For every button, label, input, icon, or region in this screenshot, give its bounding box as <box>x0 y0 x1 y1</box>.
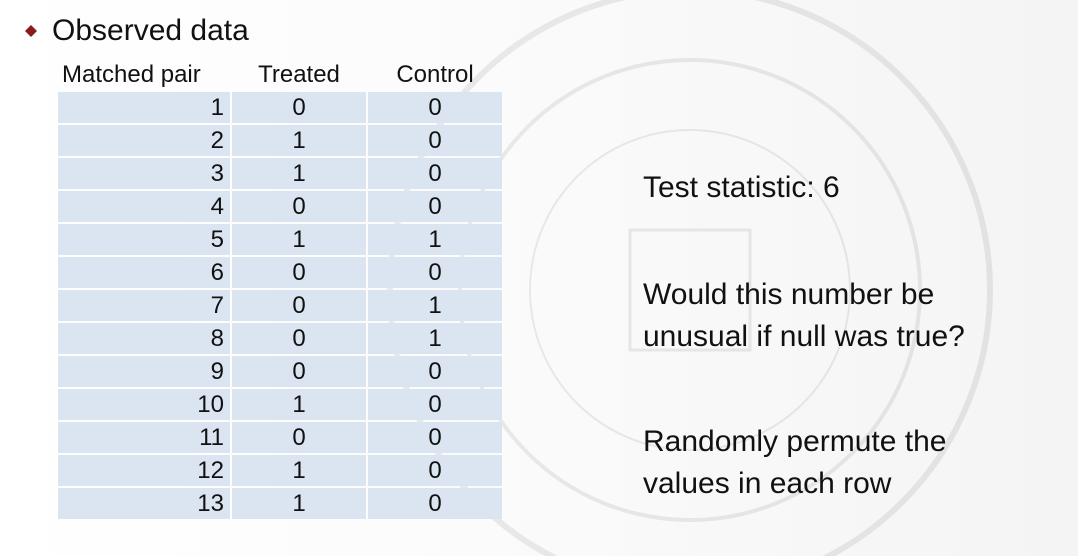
cell-control: 1 <box>368 290 502 321</box>
cell-pair: 3 <box>58 158 230 189</box>
cell-pair: 1 <box>58 92 230 123</box>
cell-control: 1 <box>368 224 502 255</box>
cell-control: 0 <box>368 389 502 420</box>
cell-pair: 10 <box>58 389 230 420</box>
table-body: 1 0 0 2 1 0 3 1 0 4 0 0 5 1 1 6 0 0 7 0 1 8 0 1 9 0 0 10 1 0 11 0 0 12 1 0 1… <box>58 92 502 519</box>
cell-control: 0 <box>368 422 502 453</box>
cell-treated: 1 <box>232 158 366 189</box>
cell-treated: 0 <box>232 92 366 123</box>
heading: Observed data <box>52 14 249 47</box>
cell-control: 0 <box>368 158 502 189</box>
diamond-icon <box>22 22 40 40</box>
cell-control: 0 <box>368 92 502 123</box>
column-header-control: Control <box>396 61 474 88</box>
cell-control: 0 <box>368 488 502 519</box>
cell-treated: 1 <box>232 455 366 486</box>
permute-line-1: Randomly permute the <box>643 425 947 458</box>
cell-pair: 2 <box>58 125 230 156</box>
cell-treated: 1 <box>232 389 366 420</box>
question-line-1: Would this number be <box>643 278 935 311</box>
cell-treated: 0 <box>232 290 366 321</box>
bullet-row: Observed data <box>22 10 249 52</box>
cell-control: 0 <box>368 191 502 222</box>
table-row: 11 0 0 <box>58 422 502 453</box>
cell-control: 0 <box>368 356 502 387</box>
cell-control: 0 <box>368 257 502 288</box>
cell-pair: 5 <box>58 224 230 255</box>
cell-treated: 0 <box>232 257 366 288</box>
table-row: 13 1 0 <box>58 488 502 519</box>
cell-pair: 11 <box>58 422 230 453</box>
cell-treated: 1 <box>232 125 366 156</box>
cell-control: 0 <box>368 125 502 156</box>
cell-pair: 12 <box>58 455 230 486</box>
cell-pair: 7 <box>58 290 230 321</box>
cell-pair: 8 <box>58 323 230 354</box>
cell-treated: 0 <box>232 422 366 453</box>
question-line-2: unusual if null was true? <box>643 320 965 353</box>
table-header-row: Matched pair Treated Control <box>58 60 502 90</box>
table-row: 12 1 0 <box>58 455 502 486</box>
cell-treated: 0 <box>232 191 366 222</box>
cell-treated: 1 <box>232 488 366 519</box>
cell-pair: 9 <box>58 356 230 387</box>
cell-treated: 0 <box>232 323 366 354</box>
test-statistic-text: Test statistic: 6 <box>643 171 840 204</box>
column-header-matched-pair: Matched pair <box>62 61 201 88</box>
cell-treated: 1 <box>232 224 366 255</box>
table-row: 10 1 0 <box>58 389 502 420</box>
permute-line-2: values in each row <box>643 467 892 500</box>
cell-treated: 0 <box>232 356 366 387</box>
column-header-treated: Treated <box>258 61 340 88</box>
cell-control: 1 <box>368 323 502 354</box>
cell-pair: 13 <box>58 488 230 519</box>
cell-control: 0 <box>368 455 502 486</box>
cell-pair: 6 <box>58 257 230 288</box>
cell-pair: 4 <box>58 191 230 222</box>
